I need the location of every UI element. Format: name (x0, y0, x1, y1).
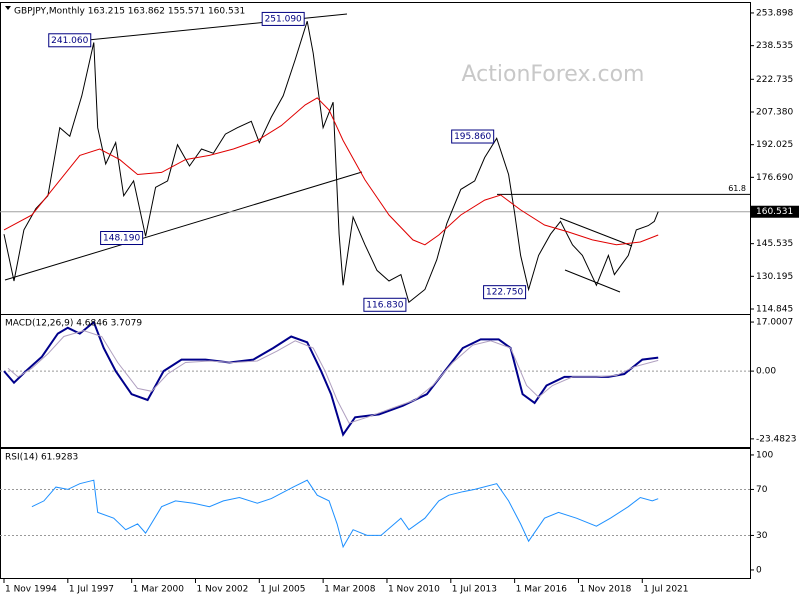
x-tick-label: 1 Nov 2010 (388, 585, 440, 595)
price-label: 148.190 (103, 234, 140, 244)
last-price-label: 160.531 (756, 207, 793, 217)
price-box (100, 231, 144, 246)
panel-border (0, 448, 751, 579)
x-tick-label: 1 Mar 2016 (516, 585, 568, 595)
y-tick-label: 114.845 (756, 305, 793, 315)
price-box (483, 285, 527, 300)
panel-title: GBPJPY,Monthly 163.215 163.862 155.571 1… (14, 7, 245, 17)
x-tick-label: 1 Nov 1994 (5, 585, 57, 595)
y-tick-label: 145.535 (756, 239, 793, 249)
price-label: 195.860 (454, 132, 491, 142)
x-tick-label: 1 Jul 2005 (260, 585, 305, 595)
y-tick-label: 100 (756, 450, 773, 460)
fib-label: 61.8 (728, 184, 746, 193)
x-tick-label: 1 Nov 2018 (579, 585, 631, 595)
x-tick-label: 1 Nov 2002 (196, 585, 248, 595)
y-tick-label: -23.4823 (756, 434, 796, 444)
y-tick-label: 70 (756, 485, 768, 495)
series-line (3, 97, 659, 246)
panel-border (0, 314, 751, 448)
y-tick-label: 207.380 (756, 107, 793, 117)
price-box (48, 33, 92, 48)
trendline (559, 217, 633, 247)
y-tick-label: 238.535 (756, 41, 793, 51)
y-tick-label: 253.898 (756, 8, 793, 18)
y-tick-label: 192.025 (756, 140, 793, 150)
y-tick-label: 176.690 (756, 173, 793, 183)
price-label: 122.750 (486, 288, 523, 298)
y-tick-label: 0.00 (756, 367, 776, 377)
x-tick-label: 1 Mar 2008 (324, 585, 376, 595)
y-tick-label: 17.0007 (756, 318, 793, 328)
price-label: 241.060 (51, 36, 88, 46)
price-box (261, 11, 305, 26)
y-tick-label: 130.195 (756, 272, 793, 282)
x-tick-label: 1 Jul 2021 (643, 585, 688, 595)
y-tick-label: 222.735 (756, 75, 793, 85)
panel-title: MACD(12,26,9) 4.6846 3.7079 (5, 319, 142, 329)
panel-title: RSI(14) 61.9283 (5, 453, 78, 463)
trendline (564, 269, 621, 293)
price-box (363, 297, 407, 312)
series-line (31, 479, 659, 549)
y-tick-label: 30 (756, 531, 768, 541)
x-tick-label: 1 Mar 2000 (133, 585, 185, 595)
trendline (4, 171, 363, 281)
price-box (451, 129, 495, 144)
last-price-box (751, 205, 799, 218)
series-line (7, 330, 659, 424)
x-tick-label: 1 Jul 1997 (69, 585, 114, 595)
x-tick-label: 1 Jul 2013 (452, 585, 497, 595)
menu-icon (5, 6, 11, 10)
watermark: ActionForex.com (462, 62, 645, 87)
y-tick-label: 0 (756, 565, 762, 575)
price-label: 251.090 (265, 14, 302, 24)
price-label: 116.830 (366, 300, 403, 310)
